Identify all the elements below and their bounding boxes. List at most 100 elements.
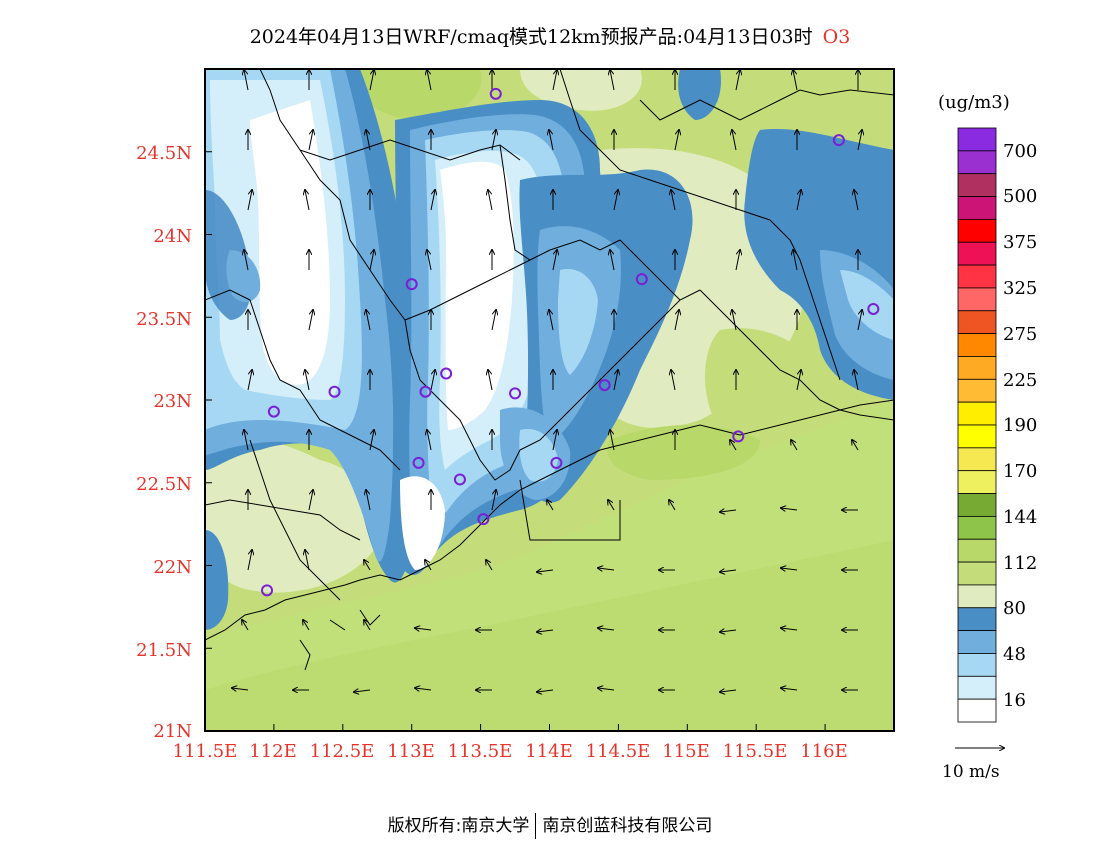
- wind-vector: [793, 70, 798, 91]
- wind-vector: [671, 190, 676, 211]
- colorbar-swatch: [957, 401, 997, 426]
- wind-vector: [537, 570, 554, 572]
- wind-vector: [781, 688, 798, 690]
- legend-label-700: 700: [1003, 141, 1038, 162]
- lon-label-111-5: 111.5E: [172, 741, 238, 762]
- wind-vector: [415, 688, 432, 690]
- wind-vector: [244, 430, 249, 451]
- wind-vector: [781, 628, 798, 630]
- colorbar-swatch: [957, 584, 997, 609]
- wind-vector: [305, 370, 310, 391]
- footer-divider: [535, 813, 537, 839]
- lat-label-24-5: 24.5N: [136, 143, 192, 164]
- wind-vector: [598, 628, 615, 630]
- wind-vector: [488, 370, 493, 391]
- lat-label-21-5: 21.5N: [136, 640, 192, 661]
- wind-vector: [598, 688, 615, 690]
- lon-label-114-5: 114.5E: [585, 741, 651, 762]
- wind-vector: [720, 570, 737, 572]
- lon-label-112-5: 112.5E: [309, 741, 375, 762]
- wind-vector: [552, 430, 557, 451]
- lat-label-22-5: 22.5N: [136, 474, 192, 495]
- legend-label-80: 80: [1003, 598, 1026, 619]
- colorbar-swatch: [957, 150, 997, 175]
- wind-vector: [610, 430, 615, 451]
- lat-label-24: 24N: [153, 226, 192, 247]
- wind-vector: [247, 190, 252, 211]
- species-label: O3: [822, 26, 851, 48]
- copyright-footer: 版权所有:南京大学 南京创蓝科技有限公司: [0, 811, 1100, 839]
- colorbar-swatch: [957, 241, 997, 266]
- wind-vector: [537, 630, 554, 632]
- station-marker: [832, 134, 845, 147]
- lat-label-23-5: 23.5N: [136, 309, 192, 330]
- colorbar-swatch: [957, 515, 997, 540]
- lat-label-22: 22N: [153, 557, 192, 578]
- wind-vector: [366, 310, 371, 331]
- station-marker: [598, 379, 611, 392]
- wind-vector: [671, 370, 676, 391]
- wind-vector: [608, 500, 615, 511]
- station-marker: [328, 385, 341, 398]
- title-main: 2024年04月13日WRF/cmaq模式12km预报产品:04月13日03时: [249, 26, 813, 48]
- wind-vector: [247, 370, 252, 391]
- wind-vector: [354, 690, 371, 692]
- wind-vector: [308, 130, 313, 151]
- lon-label-112: 112E: [249, 741, 297, 762]
- wind-vector: [791, 440, 798, 451]
- wind-vector: [674, 310, 679, 331]
- wind-vector: [364, 620, 371, 631]
- colorbar-swatch: [957, 653, 997, 677]
- wind-vector: [308, 490, 313, 511]
- wind-vector: [720, 510, 737, 512]
- wind-vector: [427, 250, 432, 271]
- wind-vector: [552, 250, 557, 271]
- legend-label-225: 225: [1003, 370, 1038, 391]
- colorbar-swatch: [957, 264, 997, 289]
- colorbar-swatch: [957, 218, 997, 243]
- province-borders: [205, 69, 894, 671]
- colorbar-swatch: [957, 333, 997, 357]
- wind-vector: [793, 250, 798, 271]
- station-marker: [419, 385, 432, 398]
- colorbar-swatch: [957, 196, 997, 220]
- map-title: 2024年04月13日WRF/cmaq模式12km预报产品:04月13日03时 O…: [0, 22, 1100, 49]
- station-marker: [453, 473, 466, 486]
- colorbar-swatch: [957, 378, 997, 403]
- wind-vector: [305, 550, 310, 571]
- legend-unit: (ug/m3): [938, 92, 1010, 113]
- wind-vector: [488, 190, 493, 211]
- colorbar-swatch: [957, 447, 997, 472]
- wind-vector: [854, 370, 859, 391]
- station-marker: [489, 87, 502, 100]
- wind-vector: [735, 70, 740, 91]
- colorbar-swatch: [957, 356, 997, 380]
- wind-vector: [781, 508, 798, 510]
- wind-vector: [491, 310, 496, 331]
- colorbar-swatch: [957, 561, 997, 586]
- colorbar: [957, 127, 997, 723]
- lon-label-113-5: 113.5E: [447, 741, 513, 762]
- colorbar-swatch: [957, 424, 997, 449]
- station-marker: [440, 367, 453, 380]
- lon-label-115: 115E: [662, 741, 710, 762]
- wind-vector: [232, 688, 249, 690]
- colorbar-swatch: [957, 675, 997, 700]
- footer-right: 南京创蓝科技有限公司: [542, 816, 713, 836]
- wind-vector: [857, 310, 862, 331]
- lon-label-113: 113E: [387, 741, 435, 762]
- wind-vector: [549, 130, 554, 151]
- wind-vector: [613, 370, 618, 391]
- legend-label-144: 144: [1003, 507, 1038, 528]
- wind-vector: [669, 500, 676, 511]
- lon-label-115-5: 115.5E: [722, 741, 788, 762]
- wind-vector: [491, 490, 496, 511]
- station-markers: [261, 87, 880, 597]
- station-marker: [477, 513, 490, 526]
- wind-vector: [781, 568, 798, 570]
- legend-label-275: 275: [1003, 324, 1038, 345]
- wind-vector: [427, 70, 432, 91]
- wind-vector: [537, 690, 554, 692]
